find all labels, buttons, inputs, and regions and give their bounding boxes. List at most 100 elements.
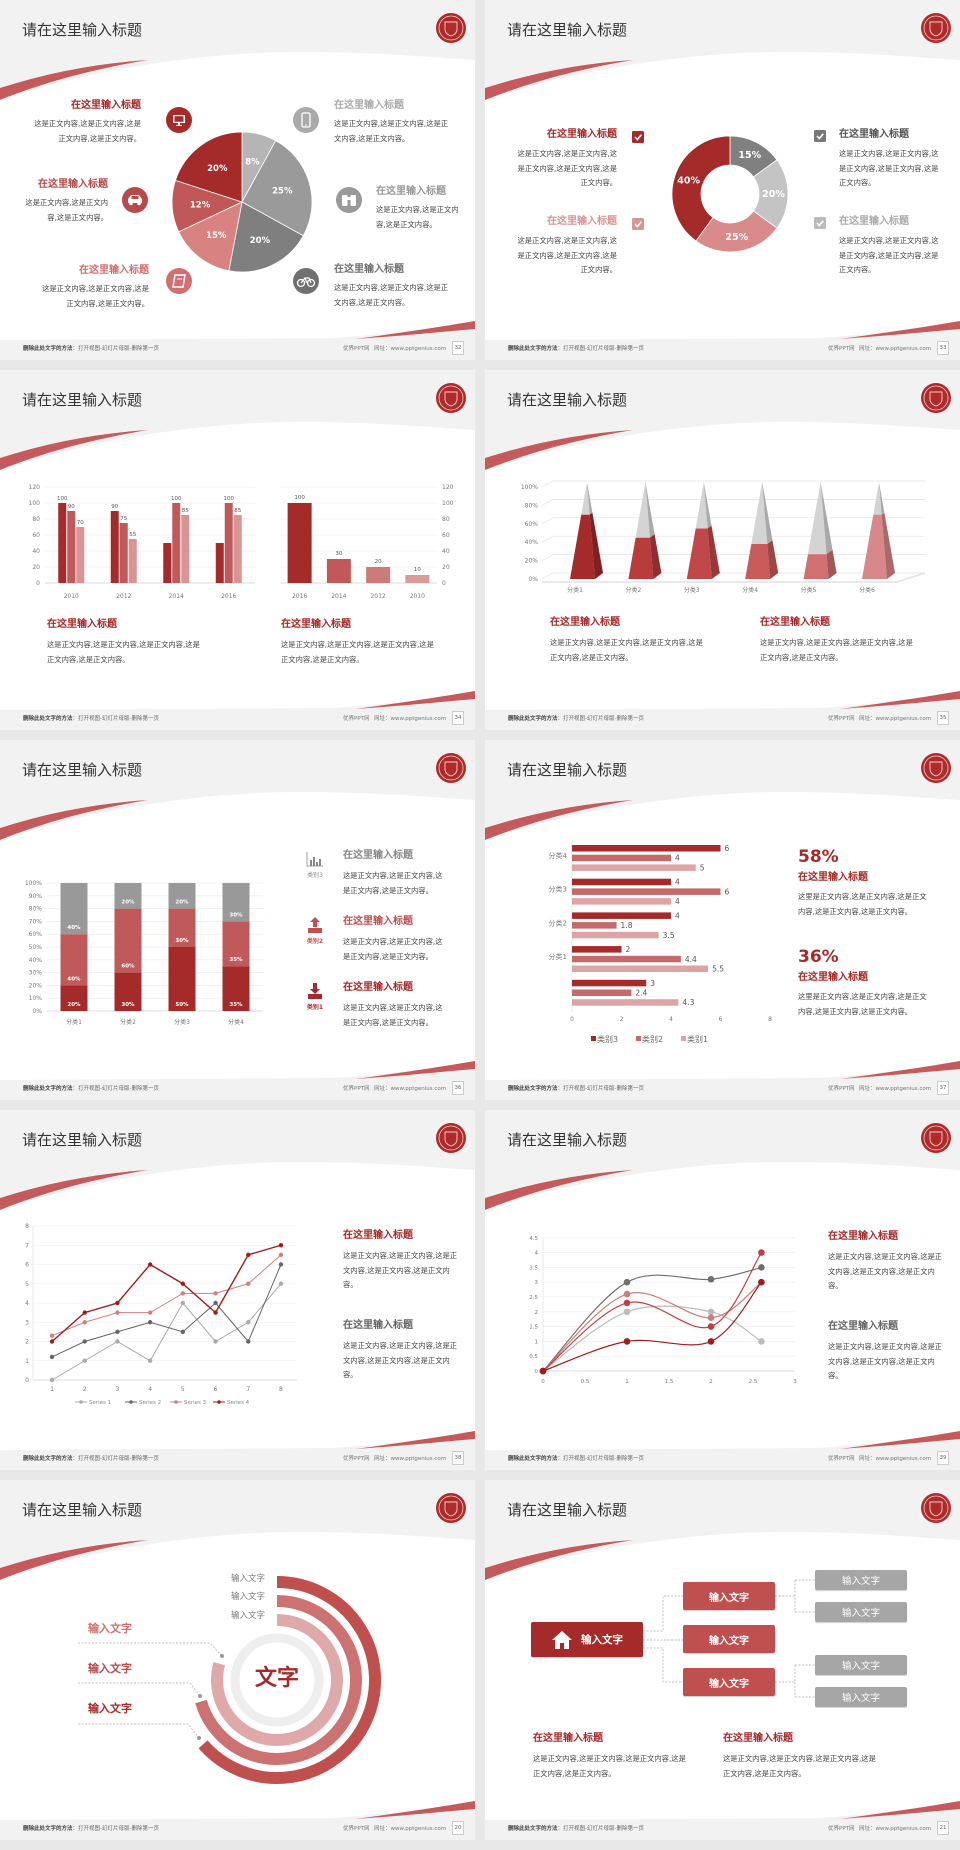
data-label: 2.4 [635, 989, 647, 998]
item-title: 在这里输入标题 [79, 265, 149, 276]
y-tick-label: 120 [442, 484, 454, 491]
data-label: 40% [67, 976, 81, 982]
single-bar-chart: 0 20 40 60 80 100 120 100 2016 30 2014 20 2012 10 2010 [280, 484, 454, 600]
slide-35: 请在这里输入标题 删除此处文字的方法：打开视图-幻灯片母版-删除第一页 优界PPT网… [485, 370, 960, 730]
leaf-node[interactable]: 输入文字 [815, 1687, 907, 1707]
page-number: 39 [937, 1451, 949, 1465]
bar [572, 999, 679, 1006]
item-title: 在这里输入标题 [547, 129, 617, 140]
y-tick-label: 0 [25, 1377, 29, 1384]
data-point [147, 1310, 153, 1315]
bar [572, 955, 681, 963]
y-tick-label: 80 [442, 516, 450, 523]
x-tick-label: 2014 [331, 593, 346, 600]
stat-value: 58% [798, 847, 839, 867]
branch-node[interactable]: 输入文字 [683, 1625, 775, 1653]
stat-body: 这里是正文内容,这是正文内容,这是正文内容,这是正文内容,这是正文内容。 [798, 992, 927, 1016]
item-body: 这是正文内容,这是正文内容,这是正文内容,这是正文内容,这是正文内容。 [839, 149, 939, 187]
line-series [49, 1252, 284, 1338]
item-title: 在这里输入标题 [38, 179, 108, 190]
x-tick-label: 3 [793, 1379, 797, 1385]
y-tick-label: 2.5 [529, 1295, 538, 1301]
y-tick-label: 1.5 [529, 1325, 538, 1331]
item-body: 这是正文内容,这是正文内容,这是正文内容,这是正文内容,这是正文内容。 [343, 1341, 458, 1379]
item-body: 这是正文内容,这是正文内容,这是正文内容,这是正文内容,这是正文内容。 [517, 236, 618, 274]
footer-site-url: 网址：www.pptgenius.com [374, 1826, 447, 1832]
bar [572, 912, 671, 919]
footer-note-text: ：打开视图-幻灯片母版-删除第一页 [557, 1826, 644, 1832]
root-node[interactable]: 输入文字 [531, 1622, 643, 1657]
slide-title: 请在这里输入标题 [22, 21, 143, 39]
footer-note-text: ：打开视图-幻灯片母版-删除第一页 [557, 1456, 644, 1462]
slide-21: 请在这里输入标题 删除此处文字的方法：打开视图-幻灯片母版-删除第一页 优界PPT网… [485, 1480, 960, 1840]
bottom-swoosh [840, 1801, 960, 1819]
x-tick-label: 分类3 [684, 586, 700, 594]
leaf-node[interactable]: 输入文字 [815, 1570, 907, 1590]
data-point [147, 1262, 153, 1267]
x-tick-label: 6 [719, 1016, 723, 1023]
slice-label: 8% [245, 157, 260, 167]
checkbox-icon[interactable] [814, 217, 826, 229]
checkbox-icon[interactable] [632, 218, 644, 230]
stat-value: 36% [798, 947, 839, 967]
y-tick-label: 60% [29, 931, 43, 938]
footer-site-url: 网址：www.pptgenius.com [859, 1086, 932, 1092]
slice-label: 25% [725, 232, 748, 243]
book-icon [166, 268, 192, 294]
pyramid-bar [862, 482, 895, 579]
checkbox-icon[interactable] [632, 131, 644, 143]
data-point [758, 1264, 765, 1271]
top-swoosh [0, 1540, 148, 1580]
x-tick-label: 2016 [292, 593, 307, 600]
item-title: 在这里输入标题 [343, 1230, 413, 1241]
bar-segment [222, 883, 250, 922]
item-body: 这是正文内容,这是正文内容,这是正文内容,这是正文内容,这是正文内容。 [533, 1754, 686, 1778]
x-tick-label: 分类2 [120, 1018, 136, 1026]
slide-title: 请在这里输入标题 [507, 21, 628, 39]
footer-site-url: 网址：www.pptgenius.com [374, 1086, 447, 1092]
x-tick-label: 1.5 [665, 1379, 674, 1385]
top-swoosh [485, 1540, 633, 1580]
footer-note-text: ：打开视图-幻灯片母版-删除第一页 [72, 1086, 159, 1092]
item-title: 在这里输入标题 [47, 619, 117, 630]
line-series [49, 1243, 284, 1344]
branch-node[interactable]: 输入文字 [683, 1582, 775, 1610]
data-point [623, 1290, 631, 1298]
data-label: 6 [725, 844, 730, 853]
footer-note: 删除此处文字的方法：打开视图-幻灯片母版-删除第一页 [23, 346, 159, 353]
x-tick-label: 2.5 [749, 1379, 758, 1385]
leaf-node[interactable]: 输入文字 [815, 1602, 907, 1622]
item-title: 在这里输入标题 [839, 129, 909, 140]
top-swoosh [0, 800, 148, 840]
connector-dot [220, 1654, 224, 1658]
data-label: 1.8 [621, 921, 633, 930]
y-tick-label: 30% [29, 970, 43, 977]
checkbox-icon[interactable] [814, 130, 826, 142]
bar [572, 946, 622, 953]
legend-item: Series 1 [75, 1400, 111, 1406]
branch-node[interactable]: 输入文字 [683, 1668, 775, 1696]
data-point [539, 1367, 547, 1375]
slide-33: 请在这里输入标题 删除此处文字的方法：打开视图-幻灯片母版-删除第一页 优界PPT网… [485, 0, 960, 360]
slide-36: 请在这里输入标题 删除此处文字的方法：打开视图-幻灯片母版-删除第一页 优界PPT网… [0, 740, 475, 1100]
slide-34: 请在这里输入标题 删除此处文字的方法：打开视图-幻灯片母版-删除第一页 优界PPT网… [0, 370, 475, 730]
legend-label: Series 3 [184, 1400, 207, 1406]
data-label: 100 [224, 496, 235, 502]
data-label: 85 [182, 508, 189, 514]
data-label: 100 [57, 496, 68, 502]
y-tick-label: 3 [535, 1280, 539, 1286]
data-point [82, 1358, 87, 1363]
y-tick-label: 4 [535, 1251, 539, 1257]
bar [405, 575, 430, 583]
x-tick-label: 2012 [116, 593, 131, 600]
bar-segment [114, 883, 142, 909]
item-title: 在这里输入标题 [533, 1733, 603, 1744]
pyramid-bar [570, 482, 603, 579]
data-point [623, 1299, 631, 1307]
leaf-node[interactable]: 输入文字 [815, 1655, 907, 1675]
data-point [82, 1339, 87, 1344]
bar [181, 515, 190, 583]
item-title: 在这里输入标题 [376, 186, 446, 197]
bottom-swoosh [355, 1061, 475, 1079]
data-label: 4.4 [685, 955, 697, 964]
